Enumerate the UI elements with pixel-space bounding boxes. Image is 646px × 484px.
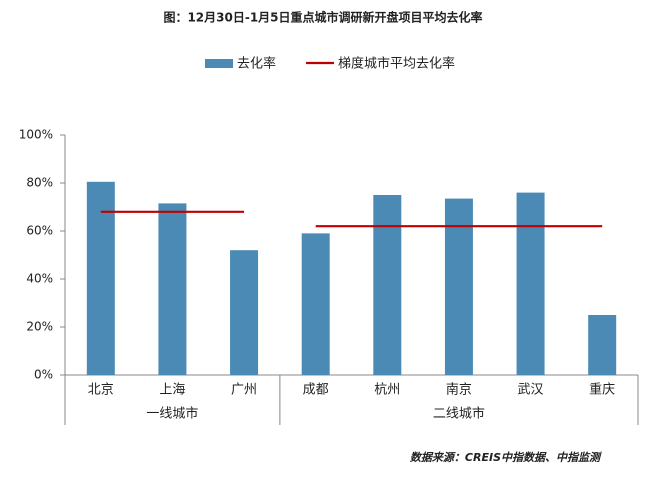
x-tick-label: 北京 — [88, 383, 114, 398]
group-label: 二线城市 — [433, 406, 485, 422]
legend-swatch — [205, 59, 233, 68]
bar — [516, 192, 545, 375]
legend-label: 梯度城市平均去化率 — [338, 56, 455, 72]
source-note: 数据来源：CREIS中指数据、中指监测 — [410, 451, 602, 464]
bar — [373, 195, 402, 375]
y-tick-label: 60% — [26, 224, 53, 238]
group-label: 一线城市 — [146, 406, 198, 422]
bar — [301, 233, 330, 375]
y-tick-label: 20% — [26, 320, 53, 334]
chart-title: 图：12月30日-1月5日重点城市调研新开盘项目平均去化率 — [163, 10, 482, 25]
y-tick-label: 80% — [26, 176, 53, 190]
bar — [86, 181, 115, 375]
bar — [588, 315, 617, 375]
legend-label: 去化率 — [237, 56, 276, 72]
x-tick-label: 杭州 — [374, 383, 400, 398]
y-tick-label: 40% — [26, 272, 53, 286]
bar — [230, 250, 259, 375]
x-tick-label: 南京 — [446, 382, 472, 398]
x-tick-label: 广州 — [231, 383, 257, 398]
y-tick-label: 0% — [34, 368, 53, 382]
bar — [158, 203, 187, 375]
x-tick-label: 上海 — [159, 383, 185, 398]
y-tick-label: 100% — [19, 128, 53, 142]
x-tick-label: 武汉 — [518, 383, 544, 398]
bar — [444, 198, 473, 375]
x-tick-label: 成都 — [303, 383, 329, 398]
x-tick-label: 重庆 — [589, 382, 615, 398]
